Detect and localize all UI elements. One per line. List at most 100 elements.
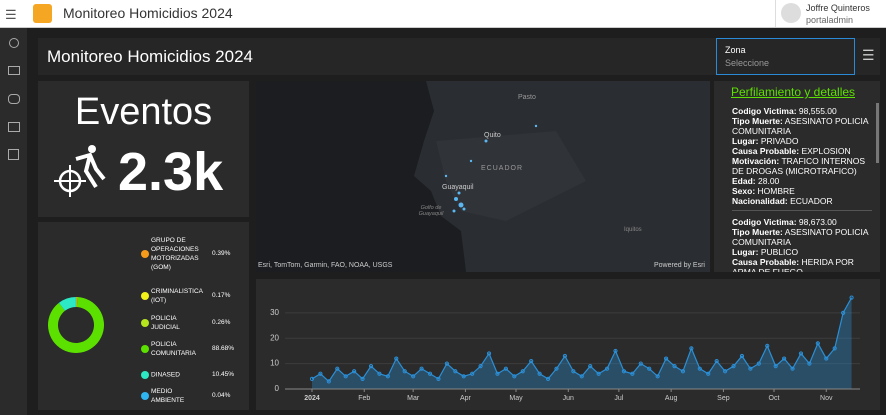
details-title[interactable]: Perfilamiento y detalles [730, 85, 856, 99]
point [529, 358, 534, 364]
field-label: Causa Probable: [732, 257, 800, 267]
point [596, 371, 601, 376]
point [326, 379, 331, 384]
sidebar-icon[interactable] [8, 149, 19, 160]
x-tick-label: Jun [563, 395, 574, 402]
point [849, 295, 854, 300]
sidebar-icon[interactable] [9, 38, 19, 48]
point [604, 366, 610, 371]
details-panel: Perfilamiento y detalles Codigo Victima:… [714, 81, 880, 272]
divider [775, 0, 776, 27]
legend-label: POLICIA JUDICIAL [151, 315, 180, 331]
sidebar-icon[interactable] [8, 66, 20, 75]
point [807, 361, 812, 366]
x-tick-label: May [509, 395, 523, 402]
field-value: HOMBRE [757, 186, 795, 196]
field: Motivación: TRAFICO INTERNOS DE DROGAS (… [732, 156, 872, 176]
field-value: 98,673.00 [798, 217, 837, 227]
zone-selector[interactable]: Zona Seleccione [716, 38, 855, 75]
point [841, 310, 846, 315]
legend: GRUPO DE OPERACIONES MOTORIZADAS (GOM) 0.… [138, 222, 249, 410]
legend-swatch [141, 292, 149, 300]
legend-value: 0.04% [212, 392, 231, 399]
map-attribution: Esri, TomTom, Garmin, FAO, NOAA, USGS [258, 262, 393, 269]
sidebar-icon[interactable] [8, 122, 20, 132]
legend-label: GRUPO DE OPERACIONES MOTORIZADAS (GOM) [151, 237, 199, 271]
legend-label: MEDIO AMBIENTE [151, 388, 185, 404]
field: Codigo Victima: 98,673.00 [732, 217, 872, 227]
point [588, 364, 593, 369]
map-label: Quito [484, 132, 501, 139]
point [368, 364, 374, 369]
legend-value: 0.39% [212, 250, 231, 257]
point [655, 374, 660, 379]
area [311, 297, 852, 389]
legend-value: 10.45% [212, 371, 235, 378]
field-value: 28.00 [758, 176, 780, 186]
point [394, 356, 399, 361]
point [790, 366, 795, 371]
point [520, 369, 525, 374]
point [402, 369, 407, 374]
legend-value: 0.26% [212, 319, 231, 326]
point [571, 369, 576, 374]
field-value: HERIDA POR ARMA DE FUEGO [732, 257, 854, 272]
point [377, 371, 382, 376]
point [427, 371, 433, 376]
donut-segment [76, 297, 77, 308]
dashboard-title: Monitoreo Homicidios 2024 [47, 47, 253, 66]
point [647, 366, 652, 371]
legend-swatch [141, 392, 149, 400]
point [731, 364, 736, 369]
field: Tipo Muerte: ASESINATO POLICIA COMUNITAR… [732, 116, 872, 136]
point [630, 371, 635, 376]
map[interactable]: Pasto Quito ECUADOR Guayaquil Golfo de G… [256, 81, 710, 272]
sidebar-icon[interactable] [8, 94, 20, 104]
legend-swatch [141, 319, 149, 327]
legend-value: 88.68% [212, 345, 235, 352]
record: Codigo Victima: 98,555.00 Tipo Muerte: AS… [732, 106, 872, 211]
point [343, 374, 348, 379]
point [680, 369, 686, 374]
x-tick-label: Feb [358, 395, 370, 402]
zone-placeholder: Seleccione [725, 58, 770, 68]
field-value: ASESINATO POLICIA COMUNITARIA [732, 227, 869, 247]
point [824, 356, 829, 361]
field: Tipo Muerte: ASESINATO POLICIA COMUNITAR… [732, 227, 872, 247]
map-label: Guayaquil [442, 184, 474, 191]
x-tick-label: 2024 [304, 395, 320, 402]
point [638, 361, 643, 366]
x-tick-label: Sep [717, 395, 730, 402]
top-bar: ☰ Monitoreo Homicidios 2024 Joffre Quint… [0, 0, 886, 28]
avatar[interactable] [781, 3, 801, 23]
map-base [414, 81, 710, 272]
indicator-label: Eventos [74, 91, 213, 133]
details-list: Codigo Victima: 98,555.00 Tipo Muerte: AS… [732, 106, 872, 272]
indicator-value: 2.3k [118, 142, 224, 202]
field-label: Tipo Muerte: [732, 116, 783, 126]
menu-icon[interactable]: ☰ [5, 7, 17, 22]
point [545, 376, 551, 381]
y-tick-label: 20 [270, 333, 279, 342]
sidebar [0, 28, 27, 415]
point [748, 366, 753, 371]
legend-swatch [141, 250, 149, 258]
field: Sexo: HOMBRE [732, 186, 872, 196]
point [512, 374, 517, 379]
point [689, 346, 694, 351]
scrollbar[interactable] [876, 103, 879, 163]
donut-chart [48, 297, 104, 353]
point [832, 346, 837, 351]
field: Lugar: PRIVADO [732, 136, 872, 146]
point [554, 366, 559, 371]
point [697, 366, 702, 371]
x-tick-label: Oct [769, 395, 780, 402]
point [815, 341, 820, 346]
field-label: Codigo Victima: [732, 106, 797, 116]
point [723, 369, 728, 374]
point [444, 361, 449, 366]
x-tick-label: Aug [665, 395, 678, 402]
menu-button[interactable]: ☰ [862, 47, 875, 63]
app-title: Monitoreo Homicidios 2024 [63, 5, 233, 21]
field: Codigo Victima: 98,555.00 [732, 106, 872, 116]
